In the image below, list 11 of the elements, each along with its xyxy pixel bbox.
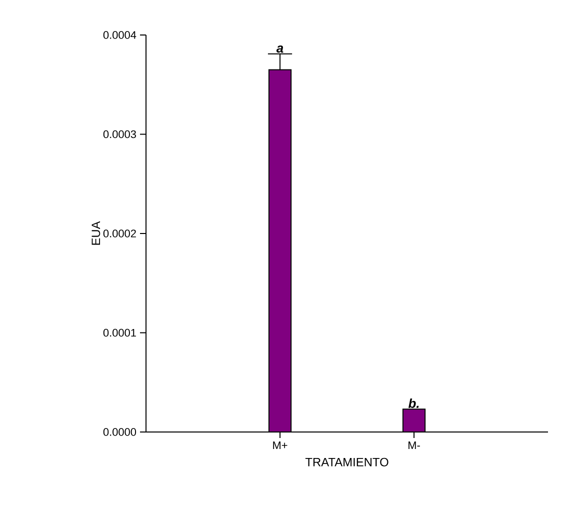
y-tick-label: 0.0000	[103, 428, 136, 436]
y-axis-title: EUA	[92, 221, 100, 245]
y-tick-label: 0.0001	[103, 328, 136, 337]
x-axis-title: TRATAMIENTO	[305, 458, 388, 466]
annotation: a	[276, 46, 284, 53]
x-tick-label: M+	[273, 442, 288, 450]
y-tick-label: 0.0003	[103, 130, 136, 138]
x-tick-label: M-	[408, 442, 420, 450]
y-tick-label: 0.0004	[103, 31, 136, 39]
annotation: b.	[408, 398, 419, 408]
y-tick-label: 0.0002	[103, 230, 136, 238]
